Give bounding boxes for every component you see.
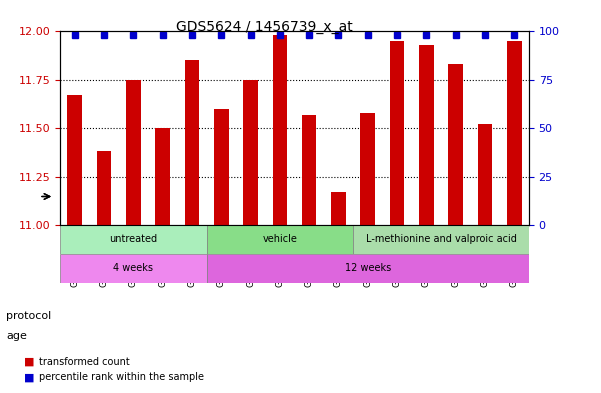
Text: L-methionine and valproic acid: L-methionine and valproic acid: [365, 235, 516, 244]
Bar: [478, 124, 492, 225]
Bar: [155, 128, 170, 225]
Text: protocol: protocol: [6, 311, 51, 321]
Bar: [302, 115, 317, 225]
Bar: [272, 35, 287, 225]
Bar: [419, 45, 434, 225]
Bar: [214, 109, 228, 225]
Text: vehicle: vehicle: [263, 235, 297, 244]
Bar: [389, 41, 404, 225]
Bar: [126, 80, 141, 225]
Bar: [243, 80, 258, 225]
Bar: [67, 95, 82, 225]
Text: percentile rank within the sample: percentile rank within the sample: [39, 372, 204, 382]
Bar: [507, 41, 522, 225]
FancyBboxPatch shape: [207, 254, 529, 283]
Text: untreated: untreated: [109, 235, 157, 244]
Text: transformed count: transformed count: [39, 356, 130, 367]
Text: 12 weeks: 12 weeks: [344, 263, 391, 274]
Text: GDS5624 / 1456739_x_at: GDS5624 / 1456739_x_at: [176, 20, 353, 34]
Text: ■: ■: [24, 372, 34, 382]
Bar: [97, 151, 111, 225]
Text: age: age: [6, 331, 27, 341]
FancyBboxPatch shape: [60, 254, 207, 283]
FancyBboxPatch shape: [60, 225, 207, 254]
FancyBboxPatch shape: [353, 225, 529, 254]
FancyBboxPatch shape: [207, 225, 353, 254]
Bar: [185, 61, 200, 225]
Bar: [448, 64, 463, 225]
Bar: [361, 113, 375, 225]
Bar: [331, 192, 346, 225]
Text: 4 weeks: 4 weeks: [114, 263, 153, 274]
Text: ■: ■: [24, 356, 34, 367]
